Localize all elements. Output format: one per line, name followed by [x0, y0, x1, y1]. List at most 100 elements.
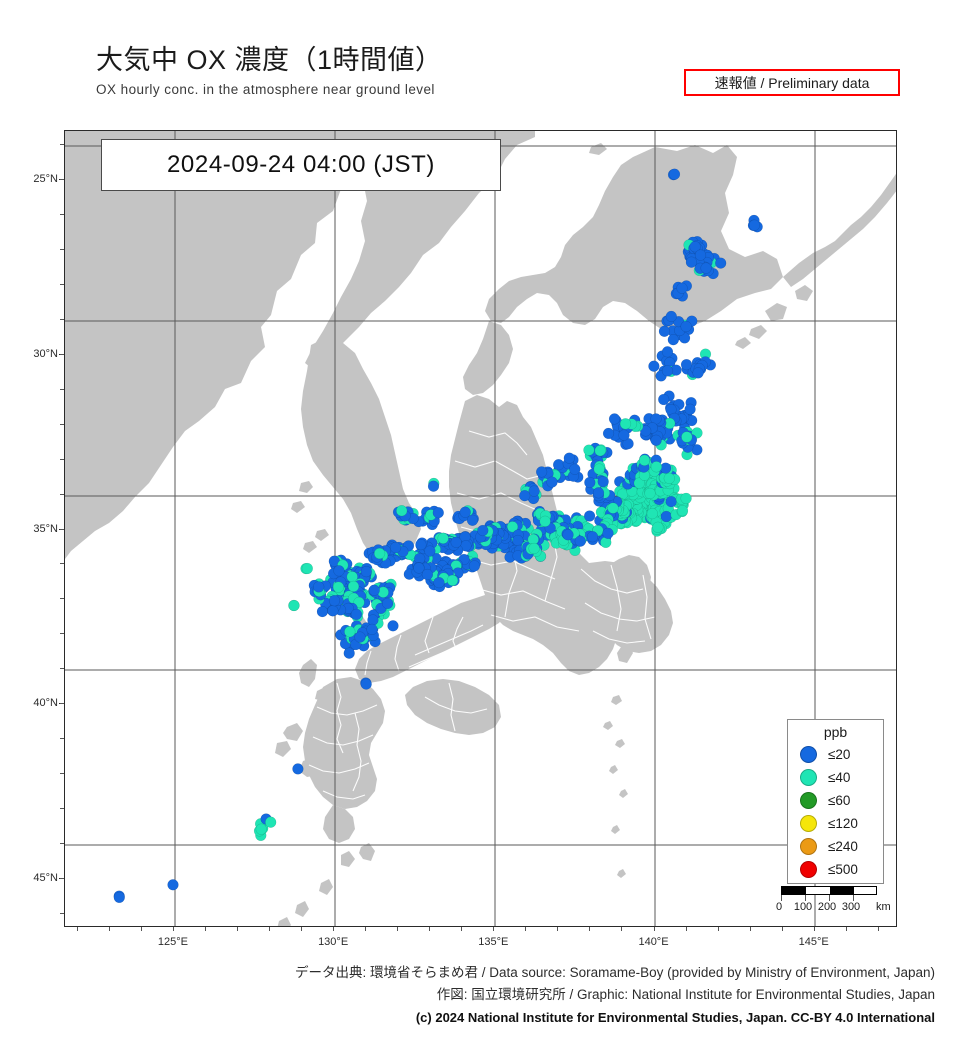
station-point[interactable] [316, 605, 329, 618]
station-point[interactable] [546, 476, 558, 488]
station-point[interactable] [668, 168, 681, 180]
station-point[interactable] [602, 527, 614, 539]
station-point[interactable] [650, 461, 663, 473]
station-point[interactable] [594, 445, 606, 457]
station-point[interactable] [665, 310, 677, 323]
station-point[interactable] [685, 256, 698, 268]
station-point[interactable] [692, 367, 704, 379]
station-point[interactable] [301, 562, 313, 575]
station-point[interactable] [618, 429, 630, 441]
legend-item[interactable]: ≤120 [788, 812, 883, 835]
station-point[interactable] [608, 413, 621, 425]
station-point[interactable] [658, 393, 670, 406]
station-point[interactable] [597, 475, 609, 488]
station-point[interactable] [665, 495, 677, 508]
station-point[interactable] [265, 816, 277, 828]
station-point[interactable] [539, 515, 551, 527]
station-point[interactable] [680, 492, 692, 505]
station-point[interactable] [466, 514, 479, 526]
station-point[interactable] [413, 562, 425, 574]
legend-item[interactable]: ≤240 [788, 835, 883, 858]
station-point[interactable] [592, 487, 605, 499]
station-point[interactable] [650, 434, 662, 446]
station-point[interactable] [421, 568, 434, 581]
station-point[interactable] [360, 678, 372, 690]
station-point[interactable] [459, 506, 471, 518]
station-point[interactable] [684, 403, 696, 415]
station-point[interactable] [327, 605, 339, 617]
station-point[interactable] [583, 444, 595, 456]
station-point[interactable] [354, 631, 366, 643]
station-point[interactable] [535, 466, 548, 478]
station-point[interactable] [343, 647, 355, 659]
station-point[interactable] [676, 505, 689, 517]
station-point[interactable] [424, 545, 436, 557]
station-point[interactable] [658, 325, 671, 337]
station-point[interactable] [167, 879, 179, 891]
station-point[interactable] [681, 431, 693, 443]
station-point[interactable] [506, 521, 519, 533]
station-point[interactable] [255, 823, 267, 835]
station-point[interactable] [563, 452, 575, 464]
station-point[interactable] [446, 574, 459, 587]
station-point[interactable] [584, 476, 596, 489]
station-point[interactable] [333, 565, 345, 577]
station-point[interactable] [332, 581, 345, 593]
station-point[interactable] [652, 521, 664, 533]
station-point[interactable] [433, 576, 445, 589]
station-point[interactable] [552, 459, 565, 471]
station-point[interactable] [381, 597, 394, 610]
station-point[interactable] [113, 891, 125, 904]
station-point[interactable] [288, 599, 300, 612]
station-point[interactable] [748, 219, 761, 231]
station-point[interactable] [437, 532, 449, 544]
station-point[interactable] [680, 320, 692, 333]
station-point[interactable] [700, 262, 712, 274]
station-point[interactable] [583, 510, 596, 522]
station-point[interactable] [528, 542, 540, 555]
station-point[interactable] [468, 560, 481, 572]
station-point[interactable] [344, 626, 356, 638]
station-point[interactable] [528, 485, 540, 497]
station-point[interactable] [415, 538, 427, 551]
station-point[interactable] [593, 463, 605, 475]
station-point[interactable] [607, 502, 619, 514]
station-point[interactable] [347, 580, 360, 593]
station-point[interactable] [663, 472, 675, 485]
station-point[interactable] [602, 427, 615, 440]
station-point[interactable] [292, 763, 304, 775]
station-point[interactable] [389, 541, 402, 554]
station-point[interactable] [619, 418, 632, 430]
station-point[interactable] [646, 507, 658, 520]
station-point[interactable] [427, 480, 440, 492]
station-point[interactable] [633, 477, 645, 489]
station-point[interactable] [715, 257, 727, 269]
station-point[interactable] [569, 463, 581, 475]
station-point[interactable] [680, 358, 693, 371]
station-point[interactable] [586, 531, 599, 543]
station-point[interactable] [661, 346, 674, 358]
map-plot-area[interactable]: 2024-09-24 04:00 (JST) ppb ≤20 ≤40 ≤60 ≤120… [64, 130, 897, 927]
station-point[interactable] [360, 565, 372, 578]
station-point[interactable] [648, 360, 660, 372]
station-point[interactable] [644, 487, 656, 500]
station-point[interactable] [350, 608, 363, 621]
legend-item[interactable]: ≤40 [788, 766, 883, 789]
station-point[interactable] [562, 529, 574, 541]
station-point[interactable] [460, 540, 472, 552]
station-point[interactable] [660, 510, 672, 523]
station-point[interactable] [477, 524, 489, 537]
station-point[interactable] [676, 282, 688, 294]
station-point[interactable] [387, 620, 399, 632]
station-point[interactable] [368, 584, 380, 596]
station-point[interactable] [432, 507, 444, 519]
legend-item[interactable]: ≤500 [788, 858, 883, 881]
station-point[interactable] [519, 490, 531, 502]
station-point[interactable] [689, 241, 701, 253]
station-point[interactable] [450, 536, 462, 548]
station-point[interactable] [694, 249, 707, 261]
station-point[interactable] [661, 365, 674, 377]
station-point[interactable] [574, 535, 586, 547]
legend-item[interactable]: ≤60 [788, 789, 883, 812]
legend-item[interactable]: ≤20 [788, 743, 883, 766]
